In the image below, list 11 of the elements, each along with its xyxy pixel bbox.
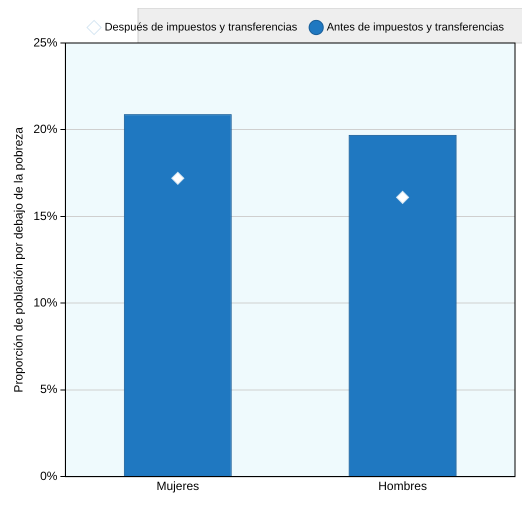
x-tick-label: Hombres xyxy=(378,479,427,494)
y-tick-label: 5% xyxy=(40,382,58,396)
y-tick-label: 0% xyxy=(40,468,58,483)
y-axis-title: Proporción de población por debajo de la pobreza xyxy=(12,126,26,393)
y-tick-label: 20% xyxy=(33,122,58,136)
y-tick-label: 25% xyxy=(33,35,58,50)
legend-label: Antes de impuestos y transferencias xyxy=(326,22,504,34)
legend-label: Después de impuestos y transferencias xyxy=(104,22,298,34)
x-tick-label: Mujeres xyxy=(156,479,200,494)
y-tick-label: 10% xyxy=(33,295,58,310)
y-tick-label: 15% xyxy=(33,208,58,223)
